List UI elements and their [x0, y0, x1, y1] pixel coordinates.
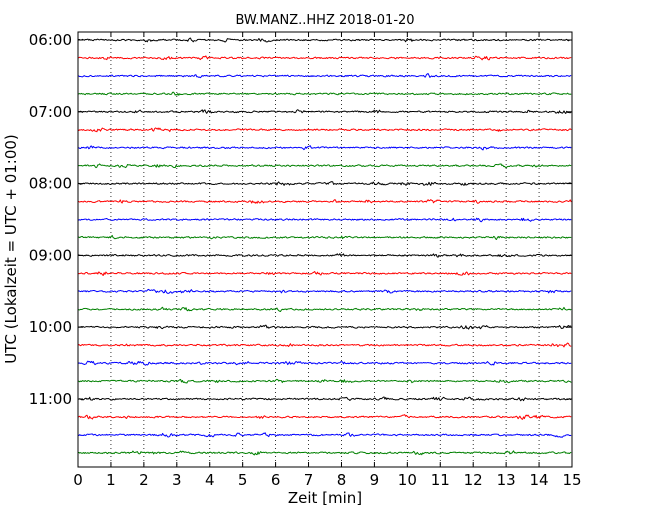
x-tick-label: 0 [73, 471, 83, 489]
trace-line [77, 270, 572, 276]
plot-frame [77, 31, 573, 468]
x-tick-label: 14 [530, 471, 549, 489]
trace-line [77, 91, 572, 96]
trace-line [77, 109, 572, 114]
trace-line [77, 253, 572, 258]
y-tick-label: 11:00 [29, 390, 72, 408]
trace-line [77, 217, 572, 223]
trace-line [77, 414, 572, 420]
trace-group [77, 37, 572, 456]
trace-line [77, 163, 572, 169]
x-tick-label: 5 [238, 471, 248, 489]
x-tick-label: 4 [205, 471, 215, 489]
trace-line [77, 234, 572, 240]
trace-line [77, 450, 572, 456]
chart-title: BW.MANZ..HHZ 2018-01-20 [235, 13, 414, 28]
trace-line [77, 342, 572, 348]
trace-line [77, 199, 572, 204]
x-tick-label: 15 [562, 471, 581, 489]
trace-line [77, 378, 572, 384]
trace-line [77, 360, 572, 366]
x-tick-label: 12 [464, 471, 483, 489]
trace-line [77, 55, 572, 61]
y-tick-label: 07:00 [29, 103, 72, 121]
x-tick-label: 10 [398, 471, 417, 489]
x-tick-label: 9 [370, 471, 380, 489]
trace-line [77, 288, 572, 294]
trace-line [77, 432, 572, 438]
y-tick-label: 10:00 [29, 318, 72, 336]
trace-line [77, 37, 572, 43]
x-tick-label: 13 [497, 471, 516, 489]
trace-line [77, 324, 572, 330]
y-tick-label: 06:00 [29, 31, 72, 49]
trace-line [77, 181, 572, 186]
x-tick-label: 3 [172, 471, 182, 489]
x-tick-label: 7 [304, 471, 314, 489]
x-tick-label: 1 [106, 471, 116, 489]
x-tick-label: 2 [139, 471, 149, 489]
trace-line [77, 145, 572, 151]
trace-line [77, 396, 572, 402]
trace-line [77, 73, 572, 79]
grid-lines [110, 32, 540, 467]
y-tick-label: 08:00 [29, 175, 72, 193]
y-axis-ticks: 06:00 07:00 08:00 09:00 10:00 11:00 [29, 31, 572, 408]
trace-line [77, 127, 572, 133]
x-tick-label: 6 [271, 471, 281, 489]
x-tick-label: 11 [431, 471, 450, 489]
y-tick-label: 09:00 [29, 246, 72, 264]
trace-line [77, 306, 572, 313]
x-axis-ticks: 0 1 2 3 4 5 6 7 8 9 10 11 12 13 14 15 [73, 32, 582, 489]
y-axis-label: UTC (Lokalzeit = UTC + 01:00) [2, 134, 20, 364]
x-axis-label: Zeit [min] [288, 489, 362, 507]
x-tick-label: 8 [337, 471, 347, 489]
